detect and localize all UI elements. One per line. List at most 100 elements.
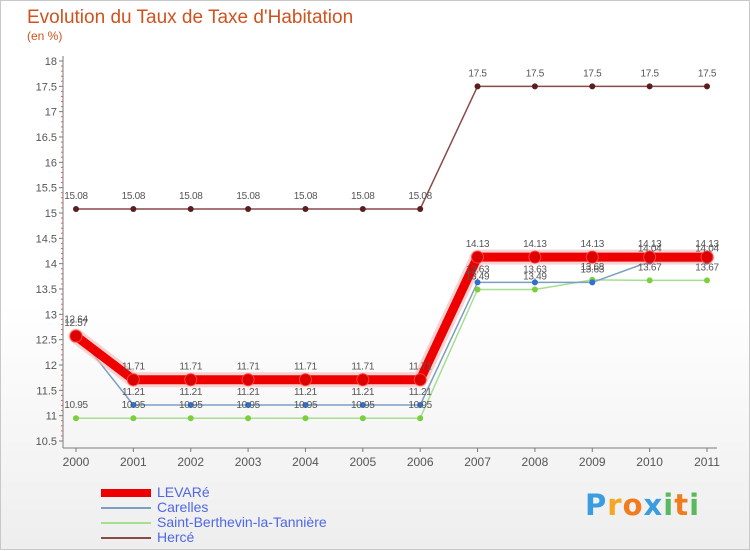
data-label: 11.71 xyxy=(237,362,261,373)
data-label: 15.08 xyxy=(294,191,318,202)
logo-letter: t xyxy=(674,488,690,522)
legend-swatch-levare xyxy=(101,488,151,497)
data-label: 13.63 xyxy=(581,264,605,275)
data-point xyxy=(359,205,366,212)
data-point xyxy=(359,402,366,409)
data-point xyxy=(187,415,194,422)
data-label: 17.5 xyxy=(526,68,545,79)
data-label: 17.5 xyxy=(583,68,602,79)
data-point xyxy=(302,402,309,409)
data-label: 11.71 xyxy=(294,362,318,373)
data-point xyxy=(474,83,481,90)
data-point xyxy=(474,279,481,286)
logo-letter: o xyxy=(622,488,644,522)
y-tick-label: 16.5 xyxy=(36,132,57,144)
data-point xyxy=(298,373,312,387)
data-label: 11.71 xyxy=(122,362,146,373)
data-label: 11.71 xyxy=(409,362,433,373)
data-point xyxy=(245,415,252,422)
data-point xyxy=(589,83,596,90)
data-point xyxy=(356,373,370,387)
data-point xyxy=(413,373,427,387)
x-tick-label: 2006 xyxy=(407,455,434,469)
data-point xyxy=(417,415,424,422)
data-point xyxy=(184,373,198,387)
data-point xyxy=(528,250,542,264)
y-tick-label: 14 xyxy=(45,259,57,271)
data-label: 11.21 xyxy=(237,387,261,398)
data-label: 17.5 xyxy=(641,68,660,79)
data-point xyxy=(531,279,538,286)
data-point xyxy=(130,205,137,212)
data-point xyxy=(69,329,83,343)
data-label: 14.04 xyxy=(638,244,662,255)
y-tick-label: 17.5 xyxy=(36,81,57,93)
data-point xyxy=(241,373,255,387)
data-label: 11.21 xyxy=(351,387,375,398)
data-label: 15.08 xyxy=(64,191,88,202)
data-label: 13.68 xyxy=(581,262,605,273)
logo-letter: x xyxy=(643,488,664,522)
data-point xyxy=(130,415,137,422)
y-tick-label: 14.5 xyxy=(36,233,57,245)
x-tick-label: 2005 xyxy=(349,455,376,469)
data-point xyxy=(245,402,252,409)
data-point xyxy=(700,250,714,264)
data-label: 13.49 xyxy=(466,272,490,283)
data-label: 17.5 xyxy=(468,68,487,79)
legend: LEVARé Carelles Saint-Berthevin-la-Tanni… xyxy=(101,485,327,545)
data-point xyxy=(643,250,657,264)
data-point xyxy=(302,205,309,212)
x-tick-label: 2009 xyxy=(579,455,606,469)
legend-label: Carelles xyxy=(157,499,209,515)
data-label: 11.21 xyxy=(409,387,433,398)
data-label: 10.95 xyxy=(64,400,88,411)
series-line xyxy=(76,279,707,419)
data-point xyxy=(474,286,481,293)
legend-label: Saint-Berthevin-la-Tannière xyxy=(157,514,327,530)
data-label: 14.13 xyxy=(523,239,547,250)
legend-item: LEVARé xyxy=(101,485,327,500)
x-tick-label: 2007 xyxy=(464,455,491,469)
x-tick-label: 2002 xyxy=(177,455,204,469)
data-label: 13.63 xyxy=(523,264,547,275)
data-point xyxy=(704,83,710,90)
x-tick-label: 2003 xyxy=(235,455,262,469)
data-point xyxy=(417,402,424,409)
legend-swatch-saint-berthevin xyxy=(101,521,151,524)
data-label: 11.71 xyxy=(351,362,375,373)
data-point xyxy=(531,286,538,293)
chart-title: Evolution du Taux de Taxe d'Habitation xyxy=(27,7,354,28)
legend-swatch-herce xyxy=(101,536,151,539)
data-point xyxy=(646,277,653,284)
data-point xyxy=(302,415,309,422)
y-tick-label: 18 xyxy=(45,56,57,68)
legend-item: Hercé xyxy=(101,530,327,545)
data-label: 17.5 xyxy=(698,68,717,79)
data-point xyxy=(704,277,710,284)
data-point xyxy=(359,415,366,422)
data-label: 15.08 xyxy=(122,191,146,202)
data-label: 11.71 xyxy=(179,362,203,373)
y-tick-label: 16 xyxy=(45,157,57,169)
x-tick-label: 2011 xyxy=(694,455,720,469)
data-label: 10.95 xyxy=(351,400,375,411)
data-label: 11.21 xyxy=(122,387,146,398)
chart-subtitle: (en %) xyxy=(27,29,63,43)
data-point xyxy=(73,415,79,422)
y-tick-label: 12 xyxy=(45,360,57,372)
data-label: 10.95 xyxy=(294,400,318,411)
data-label: 10.95 xyxy=(408,400,432,411)
data-point xyxy=(73,205,79,212)
data-label: 15.08 xyxy=(351,191,375,202)
x-tick-label: 2010 xyxy=(636,455,663,469)
data-label: 13.49 xyxy=(523,272,547,283)
data-point xyxy=(126,373,140,387)
proxiti-logo: Proxiti xyxy=(585,488,700,522)
data-point xyxy=(585,250,599,264)
legend-label: LEVARé xyxy=(157,484,210,500)
data-label: 12.64 xyxy=(64,315,88,326)
data-label: 14.13 xyxy=(638,239,662,250)
